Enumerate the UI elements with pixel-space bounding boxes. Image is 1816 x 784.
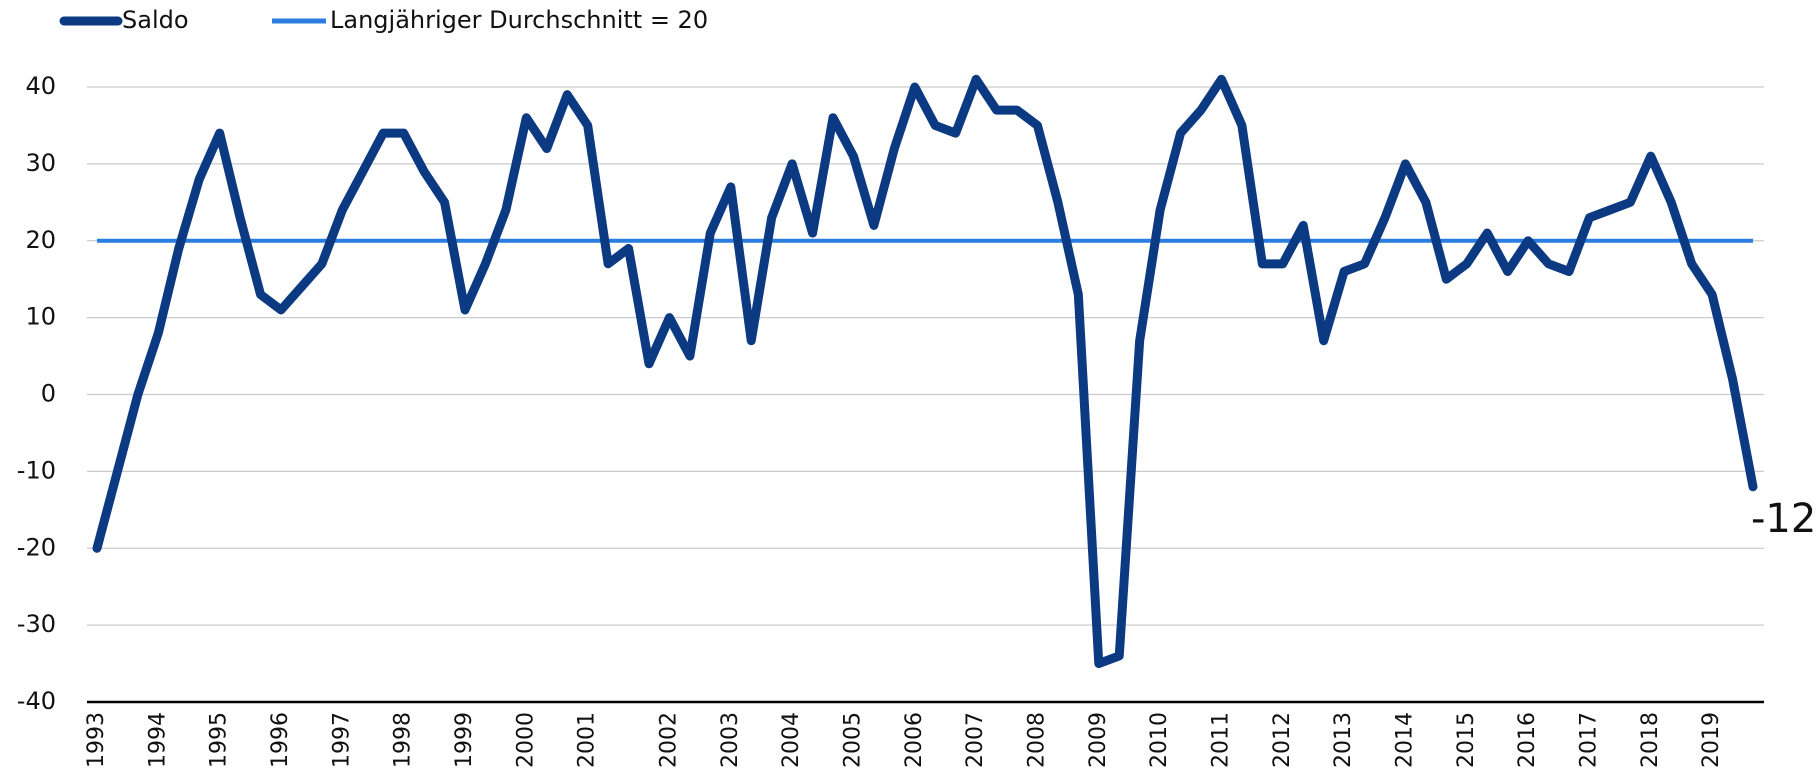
x-tick-label: 2000 <box>513 712 538 768</box>
x-tick-label: 2001 <box>575 712 600 768</box>
x-tick-label: 2009 <box>1086 712 1111 768</box>
x-tick-label: 2012 <box>1270 712 1295 768</box>
y-tick-label: -40 <box>17 687 56 715</box>
y-tick-label: -20 <box>17 533 56 561</box>
legend-label: Langjähriger Durchschnitt = 20 <box>330 6 708 34</box>
y-tick-label: 0 <box>41 380 56 408</box>
x-tick-label: 2010 <box>1147 712 1172 768</box>
x-tick-label: 2016 <box>1515 712 1540 768</box>
y-tick-label: -30 <box>17 610 56 638</box>
x-tick-label: 2004 <box>779 712 804 768</box>
x-tick-label: 1997 <box>329 712 354 768</box>
x-tick-label: 2015 <box>1454 712 1479 768</box>
y-tick-label: 20 <box>25 226 56 254</box>
x-tick-label: 1993 <box>84 712 109 768</box>
y-tick-label: 30 <box>25 149 56 177</box>
y-tick-label: 10 <box>25 303 56 331</box>
x-tick-label: 2005 <box>840 712 865 768</box>
x-tick-label: 2011 <box>1208 712 1233 768</box>
x-tick-label: 2002 <box>656 712 681 768</box>
legend-label: Saldo <box>122 6 189 34</box>
x-tick-label: 2003 <box>718 712 743 768</box>
x-tick-label: 2018 <box>1638 712 1663 768</box>
x-tick-label: 2013 <box>1331 712 1356 768</box>
x-tick-label: 2006 <box>902 712 927 768</box>
x-tick-label: 2008 <box>1024 712 1049 768</box>
data-label: -12 <box>1751 496 1816 542</box>
x-tick-label: 1996 <box>268 712 293 768</box>
x-tick-label: 1998 <box>391 712 416 768</box>
x-tick-label: 2007 <box>963 712 988 768</box>
x-tick-label: 2017 <box>1576 712 1601 768</box>
y-tick-label: -10 <box>17 456 56 484</box>
y-tick-label: 40 <box>25 72 56 100</box>
x-tick-label: 2014 <box>1392 712 1417 768</box>
line-series <box>92 74 1758 669</box>
x-tick-label: 2019 <box>1699 712 1724 768</box>
x-tick-label: 1999 <box>452 712 477 768</box>
x-tick-label: 1994 <box>145 712 170 768</box>
x-tick-label: 1995 <box>207 712 232 768</box>
